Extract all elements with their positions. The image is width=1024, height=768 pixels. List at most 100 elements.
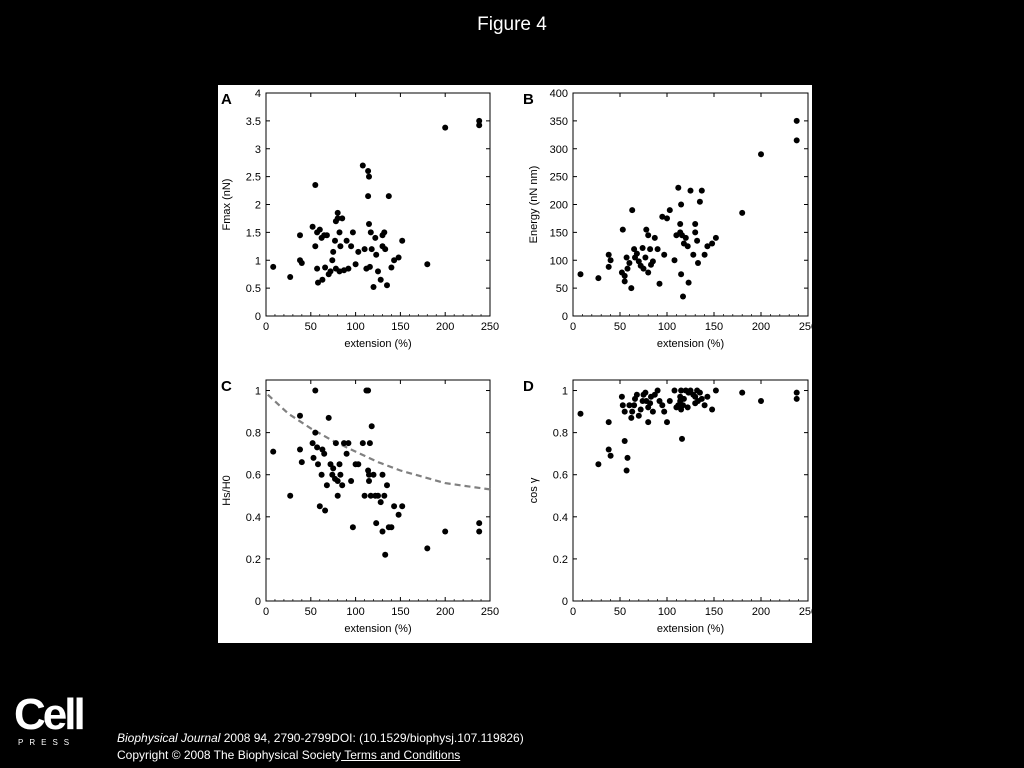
data-point: [677, 221, 684, 227]
data-point: [671, 387, 678, 394]
data-point: [624, 454, 631, 461]
data-point: [607, 257, 614, 264]
data-point: [381, 229, 388, 236]
x-tick-label: 200: [752, 606, 770, 618]
x-tick-label: 0: [570, 606, 576, 618]
x-tick-label: 150: [705, 321, 723, 333]
data-point: [395, 254, 402, 261]
data-point: [577, 410, 584, 417]
x-tick-label: 200: [436, 606, 454, 618]
data-point: [379, 528, 386, 535]
data-point: [666, 398, 673, 404]
data-point: [310, 454, 317, 461]
data-point: [758, 398, 764, 404]
data-point: [298, 459, 305, 466]
data-point: [476, 528, 483, 535]
data-point: [651, 234, 658, 241]
data-point: [647, 400, 654, 407]
data-point: [368, 423, 375, 430]
data-point: [619, 402, 626, 409]
data-point: [637, 406, 644, 413]
data-point: [621, 408, 628, 415]
y-tick-label: 0: [255, 596, 261, 608]
y-tick-label: 4: [255, 88, 261, 100]
figure-svg: A0 50 100 150 200 25000.511.522.533.54extensi…: [221, 88, 812, 635]
data-point: [661, 251, 668, 258]
data-point: [628, 285, 635, 292]
data-point: [382, 246, 389, 253]
data-point: [309, 223, 316, 230]
y-tick-label: 150: [550, 227, 568, 239]
data-point: [656, 398, 663, 404]
data-point: [664, 215, 670, 222]
data-point: [359, 162, 366, 169]
data-point: [270, 263, 277, 270]
data-point: [793, 117, 800, 124]
data-point: [618, 393, 625, 400]
y-tick-label: 0.4: [553, 512, 568, 524]
data-point: [605, 446, 612, 453]
panel-d: D 0 50 100 150 200 250 0 0.2 0.4 0.6 0.8 1 extension …: [523, 378, 812, 635]
data-point: [365, 193, 372, 200]
data-point: [629, 408, 636, 415]
data-point: [623, 467, 630, 474]
data-point: [375, 268, 381, 275]
data-point: [476, 117, 483, 124]
data-point: [642, 389, 649, 396]
y-tick-label: 0.8: [246, 428, 261, 440]
data-point: [382, 551, 389, 558]
data-point: [384, 282, 390, 289]
data-point: [649, 258, 656, 265]
x-tick-label: 0: [263, 606, 269, 618]
data-point: [605, 263, 612, 270]
data-point: [373, 251, 380, 258]
panel-label: B: [523, 91, 534, 108]
terms-and-conditions-link[interactable]: Terms and Conditions: [341, 748, 461, 762]
data-point: [682, 234, 689, 241]
data-point: [343, 450, 350, 457]
data-point: [367, 492, 374, 499]
x-tick-label: 50: [614, 321, 626, 333]
data-point: [692, 229, 699, 236]
data-point: [758, 151, 764, 158]
data-point: [319, 276, 326, 283]
data-point: [297, 232, 303, 239]
y-tick-label: 2: [255, 200, 261, 212]
panel-label: A: [221, 91, 232, 108]
data-point: [698, 395, 705, 402]
y-tick-label: 1: [255, 386, 261, 398]
data-point: [365, 168, 372, 174]
data-point: [685, 279, 692, 286]
y-tick-label: 400: [550, 88, 568, 100]
citation-details: 2008 94, 2790-2799DOI: (10.1529/biophysj…: [220, 731, 524, 745]
data-point: [327, 268, 334, 275]
data-point: [701, 251, 708, 258]
data-point: [701, 402, 708, 409]
y-axis-label: Hs/H0: [221, 475, 233, 506]
data-point: [391, 503, 398, 510]
data-point: [368, 246, 375, 253]
data-point: [678, 271, 685, 278]
x-tick-label: 250: [481, 606, 499, 618]
x-tick-label: 200: [436, 321, 454, 333]
data-point: [649, 408, 656, 415]
data-point: [316, 503, 323, 510]
data-point: [366, 471, 372, 478]
data-point: [639, 245, 646, 251]
data-point: [712, 387, 719, 394]
data-point: [645, 269, 652, 276]
x-axis-label: extension (%): [344, 338, 411, 350]
data-point: [366, 478, 372, 484]
data-point: [654, 387, 661, 394]
y-axis-label: Fmax (nN): [221, 179, 233, 231]
data-point: [442, 528, 449, 535]
data-point: [287, 492, 294, 499]
data-point: [372, 234, 379, 241]
data-point: [336, 268, 343, 275]
data-point: [642, 254, 649, 261]
data-point: [577, 271, 584, 278]
x-tick-label: 0: [570, 321, 576, 333]
data-point: [424, 261, 431, 268]
x-tick-label: 100: [346, 606, 364, 618]
data-point: [687, 187, 694, 194]
